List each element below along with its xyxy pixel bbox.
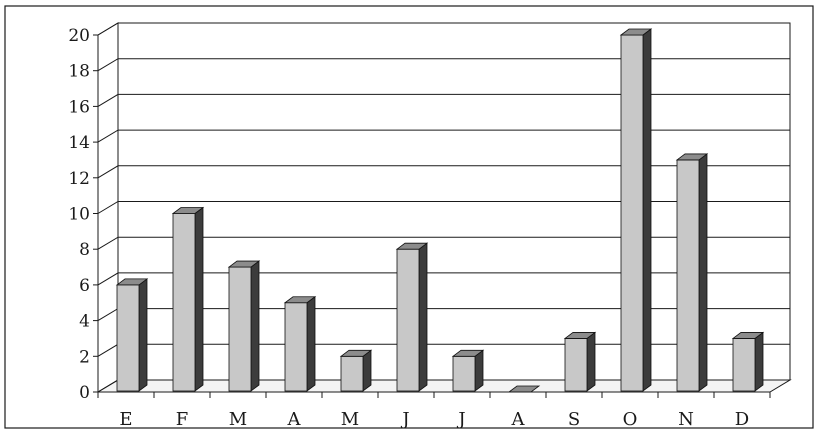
- y-tick-label: 18: [68, 62, 90, 82]
- bar: [675, 153, 709, 392]
- bar-front: [732, 338, 756, 392]
- x-tick-label: E: [119, 409, 132, 430]
- bar-front: [284, 302, 308, 392]
- bar-front: [340, 355, 364, 392]
- bar: [339, 349, 373, 392]
- x-tick-label: J: [400, 409, 409, 430]
- bar-front: [116, 284, 140, 392]
- gridline: [97, 22, 790, 36]
- x-tick-label: O: [623, 409, 638, 430]
- bar: [563, 331, 597, 392]
- bar: [171, 206, 205, 392]
- y-tick-label: 20: [68, 26, 90, 46]
- bar-front: [396, 248, 420, 392]
- x-tick-label: M: [229, 409, 247, 430]
- y-tick-label: 6: [79, 276, 90, 296]
- bar-front: [452, 355, 476, 392]
- bar-top: [395, 242, 429, 250]
- gridline: [97, 58, 790, 72]
- bar-side: [306, 295, 316, 392]
- x-tick-label: J: [456, 409, 465, 430]
- bars: [115, 28, 765, 393]
- y-tick-label: 14: [68, 133, 90, 153]
- bar-side: [138, 278, 148, 392]
- bar: [451, 349, 485, 392]
- x-tick-label: F: [176, 409, 189, 430]
- gridline: [97, 129, 790, 143]
- bar-front: [172, 213, 196, 392]
- bar-front: [564, 338, 588, 392]
- bar-side: [642, 28, 652, 392]
- bar-top: [171, 207, 205, 214]
- y-tick-label: 10: [68, 205, 90, 225]
- x-tick-label: S: [568, 409, 580, 430]
- y-tick-label: 2: [79, 347, 90, 367]
- bar-front: [228, 266, 252, 392]
- y-tick-label: 0: [79, 383, 90, 403]
- bar-side: [418, 242, 428, 392]
- bar: [619, 28, 653, 392]
- bar: [115, 278, 149, 392]
- x-tick-label: N: [678, 409, 694, 430]
- bar-top: [619, 28, 653, 36]
- x-tick-label: A: [287, 409, 302, 430]
- y-tick-label: 12: [68, 169, 90, 189]
- bar-side: [754, 331, 764, 392]
- gridline: [97, 93, 790, 107]
- bar-top: [451, 349, 485, 357]
- gridline: [97, 236, 790, 250]
- gridline: [97, 201, 790, 214]
- bar-top: [731, 332, 765, 339]
- bar-side: [698, 153, 708, 392]
- bar: [283, 295, 317, 392]
- bar-top: [115, 278, 149, 286]
- x-tick-label: D: [735, 409, 749, 430]
- bar-front: [676, 159, 700, 392]
- x-tick-label: M: [341, 409, 359, 430]
- bar: [731, 331, 765, 392]
- bar-side: [250, 260, 260, 392]
- bar-side: [586, 331, 596, 392]
- bar-front: [620, 34, 644, 392]
- y-axis: 0 2 4 6 8 10 12 14 16 18 20: [68, 26, 99, 403]
- bar-side: [194, 206, 204, 392]
- bar: [227, 260, 261, 392]
- bar-top: [563, 332, 597, 339]
- x-tick-label: A: [511, 409, 526, 430]
- gridline: [97, 272, 790, 286]
- bar-top: [675, 153, 709, 161]
- bar-top: [339, 349, 373, 357]
- bar-top: [227, 260, 261, 268]
- y-tick-label: 4: [79, 312, 90, 332]
- y-tick-label: 8: [79, 240, 90, 260]
- bar: [395, 242, 429, 392]
- gridline: [97, 165, 790, 179]
- y-tick-label: 16: [68, 97, 90, 117]
- bar-top: [283, 296, 317, 304]
- bar-side: [474, 349, 484, 392]
- bar-side: [362, 349, 372, 392]
